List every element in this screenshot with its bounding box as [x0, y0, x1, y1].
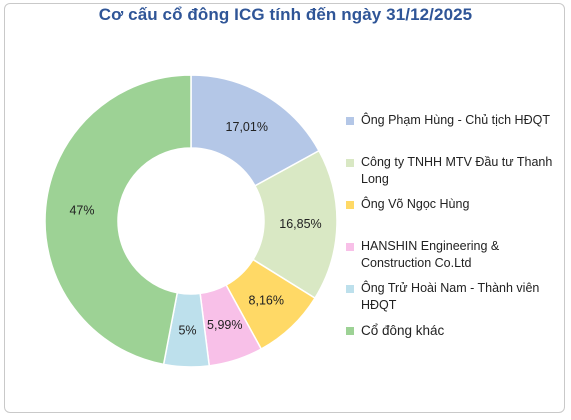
legend-swatch — [346, 327, 354, 335]
legend-swatch — [346, 117, 354, 125]
legend-item: Công ty TNHH MTV Đầu tư Thanh Long — [346, 154, 566, 188]
legend-label: Cổ đông khác — [361, 323, 445, 338]
legend-swatch — [346, 243, 354, 251]
legend-label: Công ty TNHH MTV Đầu tư Thanh Long — [361, 155, 553, 186]
legend-item: HANSHIN Engineering & Construction Co.Lt… — [346, 238, 566, 272]
legend-item: Ông Trử Hoài Nam - Thành viên HĐQT — [346, 280, 566, 314]
slice-data-label: 16,85% — [279, 217, 321, 231]
legend-label: Ông Trử Hoài Nam - Thành viên HĐQT — [361, 281, 540, 312]
pie-slice — [251, 149, 338, 300]
legend-swatch — [346, 285, 354, 293]
slice-data-label: 47% — [69, 204, 94, 218]
slice-data-label: 8,16% — [249, 294, 284, 308]
chart-title: Cơ cấu cổ đông ICG tính đến ngày 31/12/2… — [98, 5, 473, 24]
legend-label: Ông Phạm Hùng - Chủ tịch HĐQT — [361, 113, 550, 127]
legend-swatch — [346, 159, 354, 167]
slice-data-label: 5,99% — [207, 318, 242, 332]
legend-item: Ông Phạm Hùng - Chủ tịch HĐQT — [346, 112, 550, 129]
legend-item: Ông Võ Ngọc Hùng — [346, 196, 469, 213]
slice-data-label: 5% — [178, 323, 196, 337]
slice-data-label: 17,01% — [226, 120, 268, 134]
legend-label: HANSHIN Engineering & Construction Co.Lt… — [361, 239, 500, 270]
legend-swatch — [346, 201, 354, 209]
pie-slice — [190, 74, 320, 187]
pie-slice — [44, 74, 192, 366]
legend-item: Cổ đông khác — [346, 322, 444, 339]
legend-label: Ông Võ Ngọc Hùng — [361, 197, 470, 211]
